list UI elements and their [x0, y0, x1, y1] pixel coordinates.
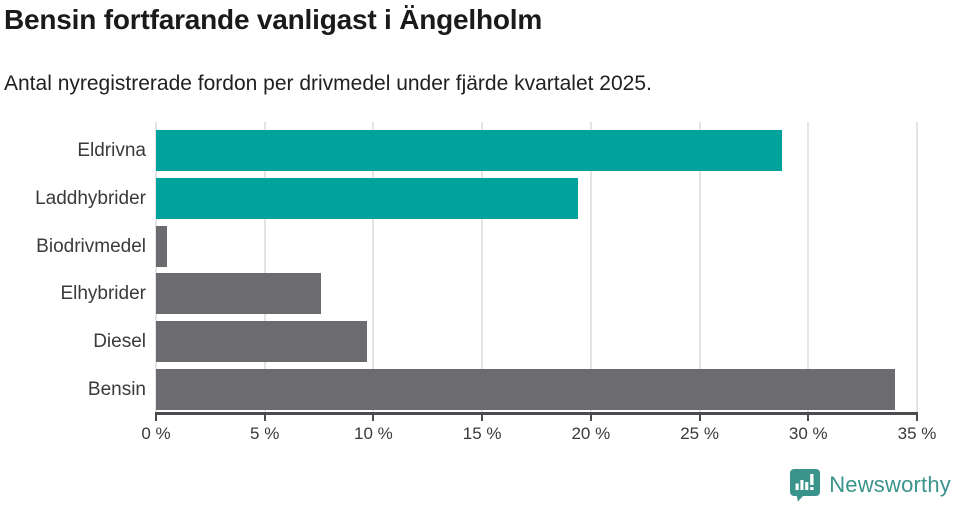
gridline: [481, 122, 484, 414]
newsworthy-logo: Newsworthy: [789, 468, 951, 502]
chart-title: Bensin fortfarande vanligast i Ängelholm: [4, 4, 543, 35]
bar-eldrivna: [156, 130, 783, 171]
x-tick-label: 35 %: [897, 424, 937, 443]
newsworthy-bar-chart-speech-bubble-icon: [790, 469, 821, 502]
bar-biodrivmedel: [156, 226, 167, 267]
x-tick-label: 20 %: [571, 424, 611, 443]
category-label: Bensin: [87, 379, 146, 400]
x-axis-line: [155, 412, 918, 415]
x-axis-tick: [589, 414, 592, 421]
chart-subtitle: Antal nyregistrerade fordon per drivmede…: [4, 72, 652, 95]
category-label: Laddhybrider: [35, 188, 146, 209]
bar-laddhybrider: [156, 178, 578, 219]
x-axis-tick: [372, 414, 375, 421]
x-axis-tick: [263, 414, 266, 421]
bar-bensin: [156, 369, 896, 410]
bar-elhybrider: [156, 273, 322, 314]
x-tick-label: 5 %: [250, 424, 280, 443]
gridline: [916, 122, 918, 414]
x-axis-tick: [155, 414, 157, 421]
gridline: [372, 122, 375, 414]
x-axis-tick: [481, 414, 484, 421]
x-tick-label: 10 %: [354, 424, 393, 443]
bar-diesel: [156, 321, 367, 362]
gridline: [698, 122, 701, 414]
x-tick-label: 30 %: [788, 424, 828, 443]
gridline: [589, 122, 592, 414]
x-axis-tick: [807, 414, 810, 421]
gridline: [807, 122, 810, 414]
category-label: Elhybrider: [60, 283, 146, 304]
gridline: [263, 122, 266, 414]
category-label: Diesel: [93, 331, 146, 352]
x-axis-tick: [916, 414, 918, 421]
gridline: [155, 122, 157, 414]
x-axis-tick: [698, 414, 701, 421]
brand-name: Newsworthy: [829, 472, 951, 497]
x-tick-label: 15 %: [462, 424, 502, 443]
category-label: Biodrivmedel: [36, 236, 146, 257]
x-tick-label: 0 %: [141, 424, 171, 443]
category-label: Eldrivna: [77, 140, 146, 161]
x-tick-label: 25 %: [680, 424, 719, 443]
